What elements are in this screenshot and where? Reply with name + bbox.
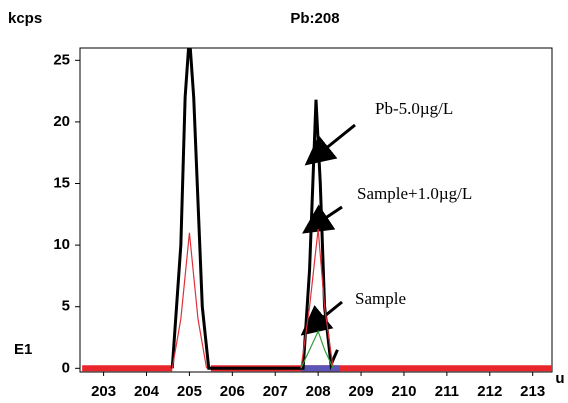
x-tick-label: 205 [177,383,202,400]
x-tick-label: 207 [263,383,288,400]
x-tick-label: 212 [477,383,502,400]
plot-area [82,48,552,372]
y-axis-label: kcps [8,10,42,27]
series-line [300,329,334,369]
x-tick-label: 213 [520,383,545,400]
series-line [170,48,339,371]
exponent-label: E1 [14,341,32,358]
annotation: Sample+1.0µg/L [357,184,472,203]
x-axis-label: u [555,370,564,387]
y-tick-label: 5 [62,298,70,315]
x-tick-label: 203 [91,383,116,400]
x-tick-label: 204 [134,383,160,400]
arrow [304,123,356,166]
x-tick-label: 209 [349,383,374,400]
plot-frame [79,47,553,373]
arrow [302,204,343,234]
series-line [171,229,334,369]
y-tick-label: 0 [62,359,70,376]
x-tick-label: 211 [435,383,459,400]
y-tick-label: 10 [53,236,70,253]
annotation: Pb-5.0µg/L [375,99,453,118]
x-tick-label: 206 [220,383,245,400]
x-tick-label: 208 [306,383,331,400]
y-tick-label: 15 [53,174,70,191]
y-tick-label: 20 [53,113,70,130]
x-tick-label: 210 [391,383,416,400]
chart-title: Pb:208 [290,10,339,27]
annotation: Sample [355,289,406,308]
y-tick-label: 25 [53,51,70,68]
